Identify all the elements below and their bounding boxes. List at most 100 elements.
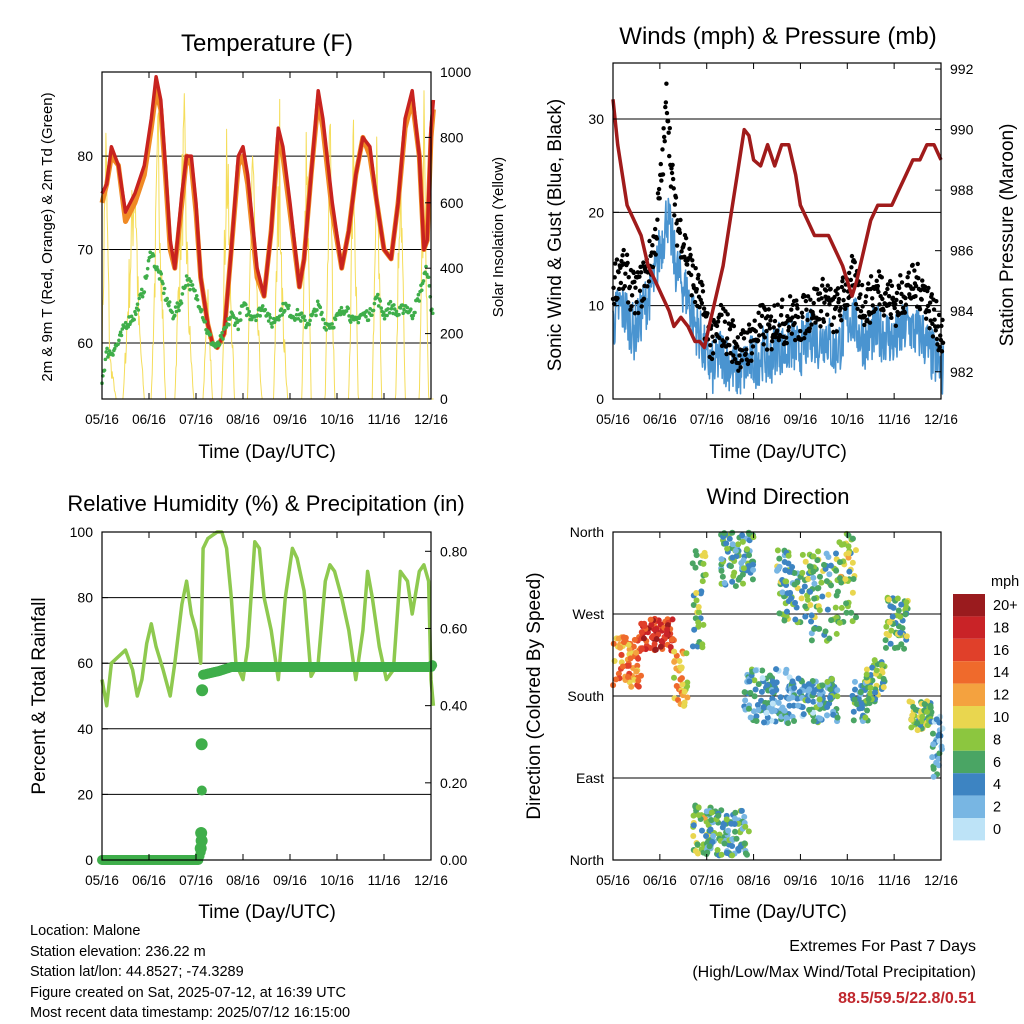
legend-swatch [953,795,985,818]
dewpoint-point [280,313,284,317]
direction-point [901,645,908,652]
dewpoint-point [188,287,192,292]
direction-point [824,678,831,685]
gust-point [898,299,904,305]
direction-point [729,852,736,859]
direction-point [774,566,781,573]
dewpoint-point [401,311,405,316]
direction-point [719,573,726,580]
gust-point [776,337,782,343]
gust-point [616,269,621,275]
direction-point [703,808,710,815]
direction-point [908,724,915,731]
direction-point [897,613,904,620]
gust-point [892,305,897,311]
gust-point [622,283,628,289]
dewpoint-point [142,290,147,294]
gust-point [790,315,795,320]
direction-point [799,551,806,558]
direction-point [826,571,833,578]
gust-point [905,275,910,280]
direction-point [758,688,765,695]
direction-point [718,851,725,858]
direction-point [634,662,641,669]
gust-point [639,304,644,309]
direction-point [810,553,817,560]
gust-point [632,311,638,316]
temperature-ylabel: 2m & 9m T (Red, Orange) & 2m Td (Green) [39,92,56,381]
gust-point [849,265,854,270]
direction-point [791,581,798,588]
x-tick-label: 07/16 [690,412,724,427]
gust-point [775,302,780,307]
gust-point [708,343,713,348]
direction-point [815,548,822,555]
y2-tick-label: 988 [950,182,974,198]
direction-point [729,541,736,548]
dewpoint-point [165,296,169,301]
gust-point [917,306,923,312]
gust-point [660,172,666,177]
y2-tick-label: 984 [950,303,974,319]
gust-point [934,336,940,342]
dewpoint-point [296,316,301,321]
temperature-title: Temperature (F) [181,30,353,57]
gust-point [889,315,894,321]
dewpoint-point [339,305,344,310]
dewpoint-point [267,312,272,317]
dewpoint-point [332,325,336,330]
direction-point [836,559,843,566]
direction-point [695,804,702,811]
direction-point [695,623,702,630]
direction-point [811,595,818,602]
x-tick-label: 06/16 [132,412,166,427]
gust-point [831,329,836,335]
gust-point [920,278,925,283]
y2-tick-label: 400 [440,260,464,276]
direction-point [930,741,937,748]
direction-point [738,807,745,814]
direction-point [633,668,640,675]
gust-point [818,308,824,314]
direction-point [695,812,702,819]
gust-point [730,318,735,323]
direction-point [802,558,809,565]
direction-point [828,675,835,682]
gust-point [640,264,646,269]
gust-point [722,319,728,324]
dewpoint-point [159,272,164,276]
gust-point [787,294,793,299]
direction-point [834,588,841,595]
direction-point [745,828,752,835]
gust-point [930,334,936,339]
dewpoint-point [421,279,426,283]
direction-point [617,644,624,651]
gust-point [614,257,620,262]
legend-label: 2 [993,800,1001,816]
gust-point [659,178,664,183]
direction-point [735,541,742,548]
gust-point [715,319,721,324]
direction-point [903,599,910,606]
legend-label: 18 [993,620,1009,636]
gust-point [735,344,740,349]
gust-point [613,261,618,266]
direction-point [802,613,809,620]
gust-point [665,119,671,124]
x-tick-label: 09/16 [273,873,307,888]
dewpoint-point [140,294,145,299]
direction-point [819,682,826,689]
gust-point [685,262,690,267]
direction-point [731,821,738,828]
gust-point [809,322,814,327]
dewpoint-point [321,317,326,322]
direction-point [740,565,747,572]
dewpoint-point [203,319,208,324]
gust-point [732,357,738,362]
direction-point [714,847,721,854]
dewpoint-point [307,322,312,327]
winds-xlabel: Time (Day/UTC) [709,442,847,463]
direction-point [927,704,934,711]
direction-point [689,560,696,567]
direction-point [742,850,749,857]
